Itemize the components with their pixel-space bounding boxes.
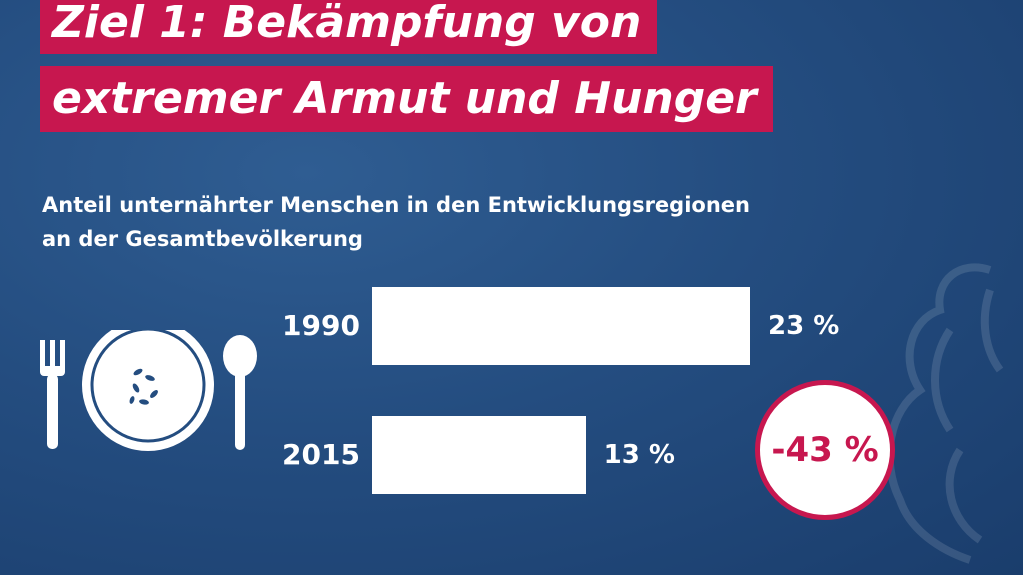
bar-2015 — [372, 416, 586, 494]
change-label: -43 % — [771, 430, 879, 470]
title-line-1: Ziel 1: Bekämpfung von — [40, 0, 658, 54]
year-label-2015: 2015 — [282, 438, 360, 471]
eagle-watermark-icon — [885, 263, 1004, 564]
subtitle-line-2: an der Gesamtbevölkerung — [42, 227, 363, 251]
spoon-icon — [223, 335, 257, 450]
tableware-illustration — [40, 319, 265, 459]
title-line-2: extremer Armut und Hunger — [40, 66, 773, 132]
value-label-1990: 23 % — [768, 311, 840, 341]
subtitle-line-1: Anteil unternährter Menschen in den Entw… — [42, 193, 750, 217]
change-badge: -43 % — [755, 380, 895, 520]
plate-icon — [82, 319, 214, 451]
fork-icon — [40, 340, 65, 449]
bar-1990 — [372, 287, 750, 365]
year-label-1990: 1990 — [282, 309, 360, 342]
value-label-2015: 13 % — [603, 440, 675, 470]
chart-subtitle: Anteil unternährter Menschen in den Entw… — [42, 188, 842, 256]
